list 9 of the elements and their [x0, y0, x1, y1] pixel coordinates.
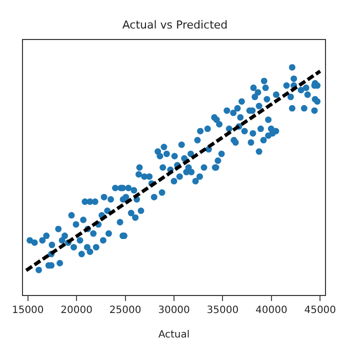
x-tick-label: 25000 — [109, 305, 142, 316]
x-axis-title: Actual — [158, 330, 190, 340]
x-tick-label: 30000 — [158, 305, 190, 316]
x-tick-label: 35000 — [206, 305, 239, 316]
x-tick-label: 15000 — [12, 305, 44, 316]
chart-title: Actual vs Predicted — [122, 18, 228, 32]
x-tick-label: 40000 — [256, 305, 288, 316]
x-tick-label: 20000 — [60, 305, 92, 316]
x-tick-label: 45000 — [304, 305, 336, 316]
